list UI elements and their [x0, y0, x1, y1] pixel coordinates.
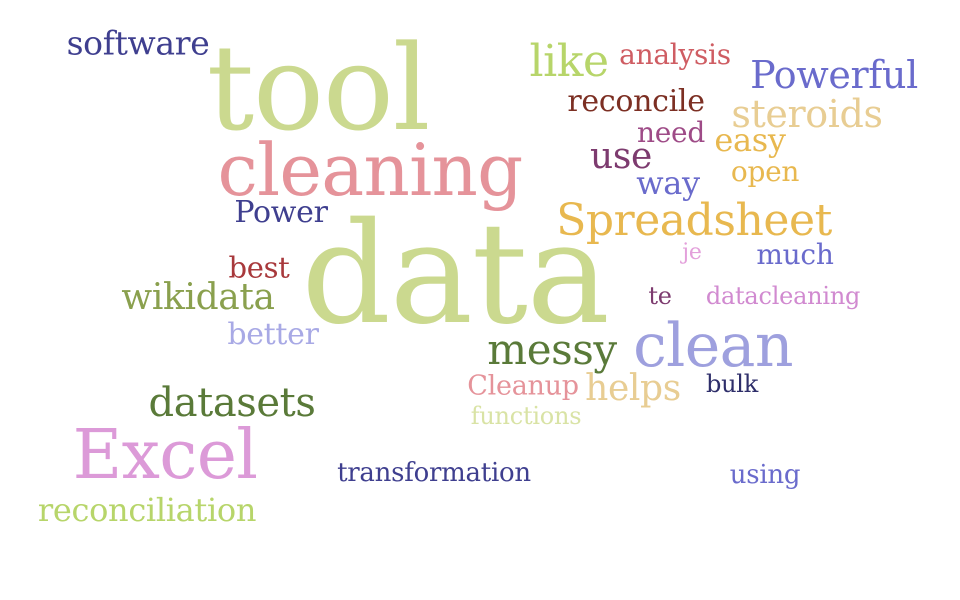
word-cleaning: cleaning [217, 128, 524, 212]
word-helps: helps [585, 368, 681, 409]
word-te: te [648, 282, 672, 310]
word-spreadsheet: Spreadsheet [556, 195, 832, 246]
word-open: open [730, 155, 800, 188]
word-easy: easy [714, 121, 786, 159]
word-steroids: steroids [731, 92, 883, 136]
word-bulk: bulk [705, 370, 759, 398]
word-excel: Excel [72, 416, 258, 495]
word-datasets: datasets [148, 380, 316, 426]
word-better: better [227, 317, 319, 352]
word-power: Power [234, 195, 328, 230]
word-best: best [228, 250, 290, 285]
word-need: need [637, 116, 705, 149]
word-much: much [756, 238, 834, 271]
word-analysis: analysis [619, 38, 731, 71]
word-functions: functions [470, 402, 582, 430]
word-wikidata: wikidata [121, 277, 275, 318]
word-software: software [66, 23, 210, 63]
word-use: use [590, 136, 652, 177]
word-way: way [636, 164, 700, 202]
word-data: data [301, 193, 610, 356]
word-cleanup: Cleanup [467, 370, 579, 402]
word-using: using [729, 460, 801, 490]
word-tool: tool [206, 19, 431, 157]
word-je: je [682, 240, 702, 265]
word-clean: clean [633, 311, 793, 381]
word-messy: messy [487, 325, 617, 374]
word-powerful: Powerful [750, 53, 918, 97]
word-transformation: transformation [337, 458, 531, 488]
word-reconcile: reconcile [567, 84, 705, 119]
word-datacleaning: datacleaning [705, 282, 861, 310]
word-reconciliation: reconciliation [37, 491, 257, 529]
word-like: like [529, 36, 609, 87]
